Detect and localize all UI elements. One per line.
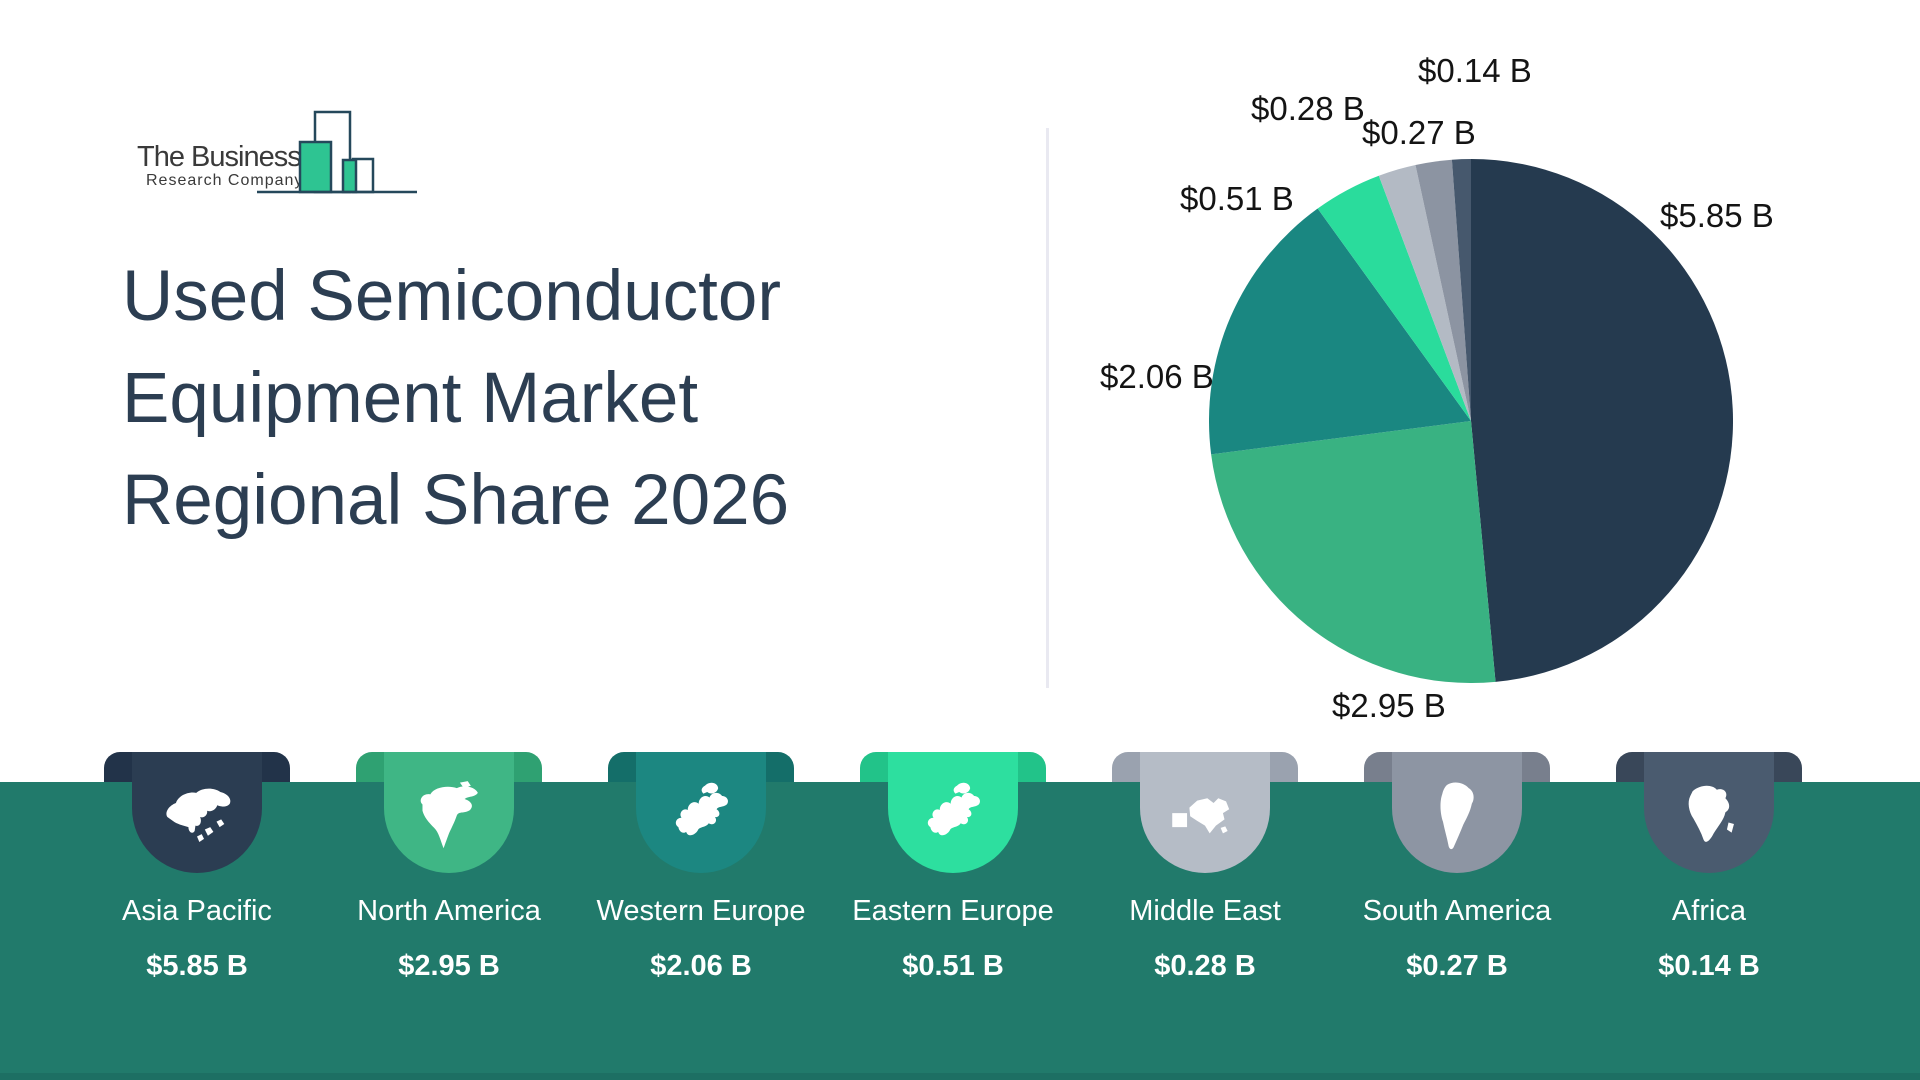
ribbon-body [1140, 752, 1270, 873]
europe-map-icon [675, 782, 728, 836]
ribbon-body [1644, 752, 1774, 873]
ribbon-body [636, 752, 766, 873]
asia-map-icon [166, 788, 231, 842]
pie-value-label-middle-east: $0.28 B [1251, 90, 1365, 127]
logo-text-line2: Research Company [146, 172, 304, 189]
legend-item-middle-east: Middle East $0.28 B [1078, 752, 1332, 1080]
pie-value-label-eastern-europe: $0.51 B [1180, 180, 1294, 217]
legend-item-western-europe: Western Europe $2.06 B [574, 752, 828, 1080]
region-value: $0.14 B [1658, 950, 1760, 982]
region-name: Africa [1671, 895, 1747, 927]
europe-map-icon [927, 782, 980, 836]
page-title: Used Semiconductor Equipment Market Regi… [122, 246, 789, 552]
legend-item-south-america: South America $0.27 B [1330, 752, 1584, 1080]
region-value: $2.95 B [398, 950, 500, 982]
pie-slice-south-america [1415, 159, 1471, 421]
page-title-line1: Used Semiconductor [122, 257, 782, 336]
vertical-divider [1046, 128, 1049, 688]
pie-slice-asia-pacific [1471, 159, 1733, 682]
region-value: $0.27 B [1406, 950, 1508, 982]
region-name: Western Europe [596, 895, 806, 927]
region-name: South America [1362, 895, 1552, 927]
middle-east-map-icon [1172, 798, 1230, 834]
logo-text-line1: The Business [137, 141, 302, 173]
pie-value-label-africa: $0.14 B [1418, 52, 1532, 89]
page-title-line2: Equipment Market [122, 359, 699, 438]
region-name: Eastern Europe [852, 895, 1054, 927]
south-america-map-icon [1440, 782, 1474, 850]
legend-item-north-america: North America $2.95 B [322, 752, 576, 1080]
legend-band-bottom-edge [0, 1073, 1920, 1080]
region-value: $0.51 B [902, 950, 1004, 982]
region-name: Middle East [1129, 895, 1281, 927]
pie-value-label-asia-pacific: $5.85 B [1660, 197, 1774, 234]
pie-slice-north-america [1211, 421, 1496, 683]
page-title-line3: Regional Share 2026 [122, 461, 790, 540]
pie-chart [1209, 159, 1733, 683]
pie-slice-middle-east [1378, 164, 1471, 421]
logo-bars-icon [257, 110, 417, 194]
ribbon-body [1392, 752, 1522, 873]
ribbon-body [384, 752, 514, 873]
legend-item-africa: Africa $0.14 B [1582, 752, 1836, 1080]
north-america-map-icon [420, 781, 478, 849]
region-name: Asia Pacific [122, 895, 272, 927]
ribbon-body [888, 752, 1018, 873]
region-value: $0.28 B [1154, 950, 1256, 982]
region-value: $5.85 B [146, 950, 248, 982]
pie-value-label-western-europe: $2.06 B [1100, 358, 1214, 395]
pie-slice-africa [1451, 159, 1471, 421]
ribbon-body [132, 752, 262, 873]
pie-value-label-south-america: $0.27 B [1362, 114, 1476, 151]
pie-value-label-north-america: $2.95 B [1332, 687, 1446, 724]
pie-slice-eastern-europe [1317, 175, 1471, 421]
africa-map-icon [1688, 785, 1734, 842]
pie-slice-western-europe [1209, 208, 1471, 455]
legend-item-asia-pacific: Asia Pacific $5.85 B [70, 752, 324, 1080]
region-value: $2.06 B [650, 950, 752, 982]
legend-item-eastern-europe: Eastern Europe $0.51 B [826, 752, 1080, 1080]
region-name: North America [357, 895, 541, 927]
